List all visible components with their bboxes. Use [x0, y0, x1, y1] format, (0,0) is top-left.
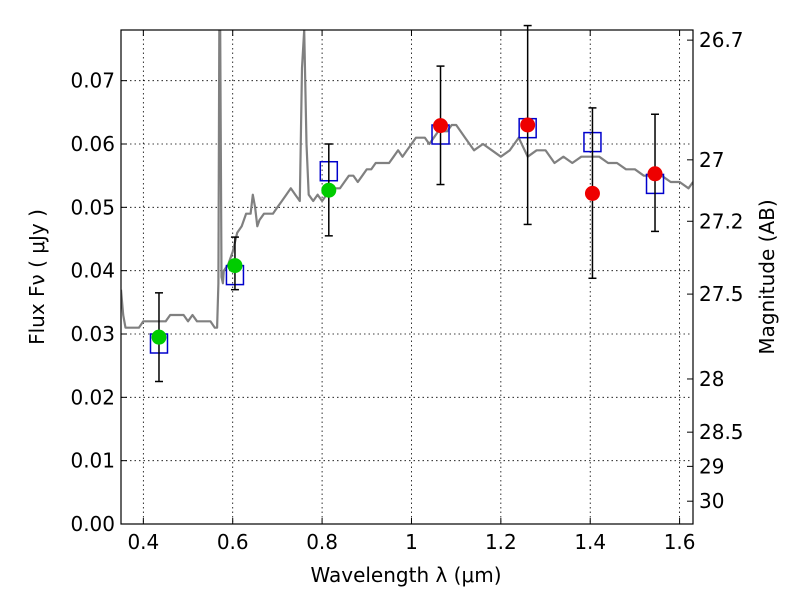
observed-point	[227, 258, 243, 274]
right-tick-label: 27.5	[699, 282, 744, 306]
y-tick-label: 0.03	[70, 322, 115, 346]
observed-point	[321, 182, 337, 198]
x-tick-label: 0.8	[306, 530, 338, 554]
observed-point	[647, 166, 663, 182]
right-tick-label: 30	[699, 489, 724, 513]
y-axis-right-label: Magnitude (AB)	[755, 199, 779, 354]
markers-layer	[149, 24, 665, 383]
observed-point	[584, 185, 600, 201]
y-tick-label: 0.00	[70, 512, 115, 536]
right-tick-label: 28.5	[699, 420, 744, 444]
x-tick-label: 0.6	[217, 530, 249, 554]
right-tick-label: 27	[699, 148, 724, 172]
right-tick-label: 26.7	[699, 28, 744, 52]
y-tick-label: 0.05	[70, 195, 115, 219]
y-tick-label: 0.01	[70, 449, 115, 473]
x-axis-label: Wavelength λ (μm)	[310, 563, 501, 587]
right-tick-label: 28	[699, 367, 724, 391]
x-tick-label: 1.2	[485, 530, 517, 554]
x-tick-label: 0.4	[127, 530, 159, 554]
y-tick-label: 0.07	[70, 69, 115, 93]
x-tick-label: 1	[405, 530, 418, 554]
series-layer	[121, 30, 693, 329]
y-axis-label: Flux Fν ( μJy )	[25, 209, 49, 345]
y-tick-label: 0.06	[70, 132, 115, 156]
y-tick-label: 0.04	[70, 259, 115, 283]
observed-point	[433, 118, 449, 134]
observed-point	[151, 329, 167, 345]
x-tick-label: 1.6	[664, 530, 696, 554]
observed-point	[520, 117, 536, 133]
y-tick-label: 0.02	[70, 385, 115, 409]
ticks-layer: 0.4 0.6 0.8 1 1.2 1.4 1.6 0.00 0.01 0.02 0.03 0.04 0…	[70, 28, 743, 554]
right-tick-label: 29	[699, 454, 724, 478]
plot-frame	[120, 29, 694, 525]
right-tick-label: 27.2	[699, 209, 744, 233]
x-tick-label: 1.4	[574, 530, 606, 554]
spectrum-line	[121, 30, 693, 329]
grid	[121, 30, 693, 525]
